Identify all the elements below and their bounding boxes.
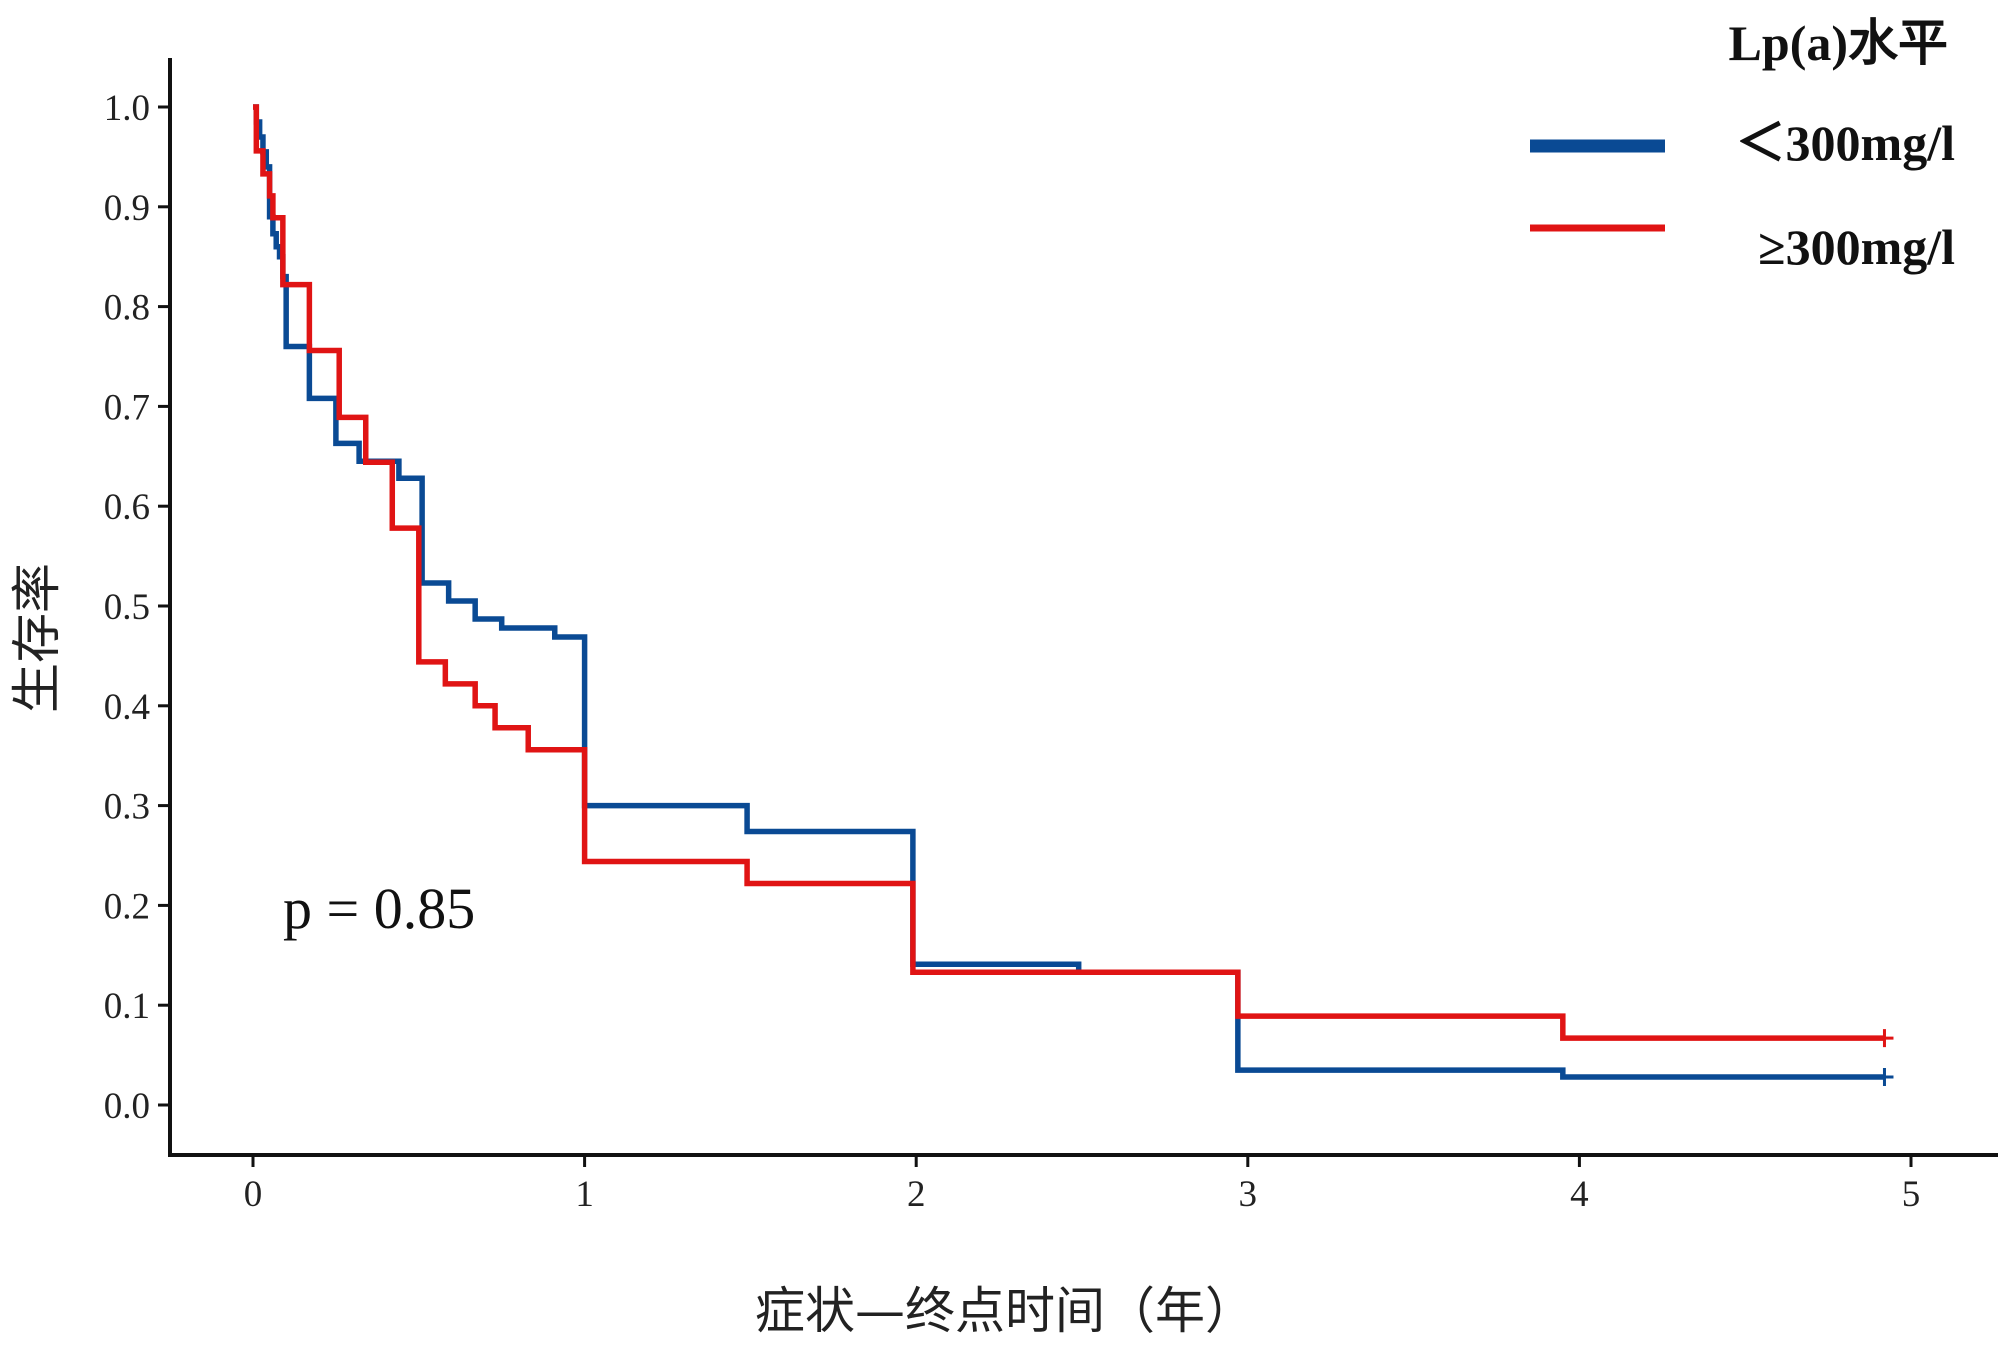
legend-label-low: ＜300mg/l [1736,115,1956,171]
y-tick-label: 1.0 [104,88,150,129]
x-tick-label: 5 [1902,1174,1921,1215]
y-axis-ticks: 0.0 0.1 0.2 0.3 0.4 0.5 0.6 0.7 0.8 0.9 1.0 [104,88,170,1127]
x-tick-label: 1 [575,1174,594,1215]
legend: Lp(a)水平 ＜300mg/l ≥300mg/l [1530,15,1955,275]
p-value-annotation: p = 0.85 [283,876,475,941]
y-tick-label: 0.0 [104,1086,150,1127]
y-tick-label: 0.1 [104,986,150,1027]
survival-curve-high [253,104,1885,1041]
survival-curve-low [253,104,1885,1080]
x-tick-label: 4 [1570,1174,1589,1215]
censor-mark [1875,1029,1894,1048]
y-tick-label: 0.2 [104,886,150,927]
y-tick-label: 0.6 [104,487,150,528]
legend-title: Lp(a)水平 [1729,15,1948,71]
x-tick-label: 0 [244,1174,263,1215]
legend-label-high: ≥300mg/l [1758,219,1955,275]
y-tick-label: 0.5 [104,587,150,628]
y-axis-title: 生存率 [8,563,66,713]
survival-curves [253,104,1894,1087]
x-axis-title: 症状—终点时间（年） [755,1282,1255,1340]
y-tick-label: 0.8 [104,288,150,329]
y-tick-label: 0.9 [104,188,150,229]
x-axis-ticks: 0 1 2 3 4 5 [244,1155,1921,1215]
censor-mark [1875,1068,1894,1087]
y-tick-label: 0.4 [104,687,150,728]
y-tick-label: 0.3 [104,787,150,828]
x-tick-label: 3 [1239,1174,1258,1215]
y-tick-label: 0.7 [104,387,150,428]
x-tick-label: 2 [907,1174,926,1215]
